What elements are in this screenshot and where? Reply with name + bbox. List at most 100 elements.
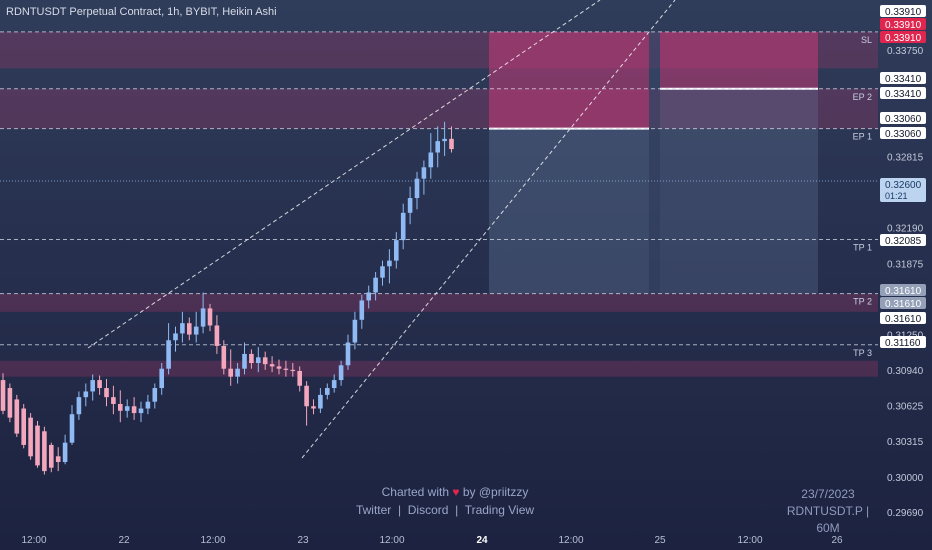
price-label-text: 0.33910 xyxy=(885,7,922,18)
price-label-text: 0.31610 xyxy=(885,299,922,310)
x-tick-label: 23 xyxy=(297,535,309,546)
price-label-box xyxy=(880,18,926,30)
x-tick-label: 25 xyxy=(654,535,666,546)
price-label-box xyxy=(880,72,926,84)
candle-body xyxy=(276,366,282,369)
candle-body xyxy=(207,308,213,326)
price-label-box xyxy=(880,234,926,246)
candle-body xyxy=(49,444,54,468)
candle-body xyxy=(394,240,399,261)
x-tick-label: 12:00 xyxy=(558,535,583,546)
candle-body xyxy=(187,323,192,335)
watermark-separator: | xyxy=(397,503,402,517)
zone-band xyxy=(0,360,878,377)
candle-body xyxy=(221,345,227,369)
candle-body xyxy=(118,403,123,411)
price-label-text: 0.32600 xyxy=(885,180,922,191)
candle-body xyxy=(131,406,137,414)
candle-body xyxy=(35,425,40,466)
candle-body xyxy=(90,380,95,392)
y-tick-label: 0.30315 xyxy=(887,437,924,448)
price-label-box xyxy=(880,87,926,99)
x-tick-label: 12:00 xyxy=(737,535,762,546)
y-tick-label: 0.31875 xyxy=(887,259,924,270)
level-label: TP 2 xyxy=(853,297,872,307)
candle-body xyxy=(283,368,289,370)
chart-title: RDNTUSDT Perpetual Contract, 1h, BYBIT, … xyxy=(6,6,277,18)
price-axis[interactable]: 0.337500.328150.321900.318750.312500.309… xyxy=(880,5,926,519)
candle-body xyxy=(200,308,206,327)
candles xyxy=(0,121,454,475)
target-box xyxy=(489,128,649,294)
y-tick-label: 0.33750 xyxy=(887,46,924,57)
candle-body xyxy=(414,178,420,199)
price-label-box xyxy=(880,297,926,309)
candle-body xyxy=(442,138,447,142)
zone-band xyxy=(0,88,878,129)
price-label-text: 0.33910 xyxy=(885,33,922,44)
watermark-links: Twitter | Discord | Trading View xyxy=(345,503,545,517)
candle-body xyxy=(311,406,316,409)
candle-body xyxy=(256,357,261,364)
candle-body xyxy=(166,340,171,369)
level-label: TP 1 xyxy=(853,243,872,253)
level-label: EP 1 xyxy=(853,132,872,142)
candle-body xyxy=(304,385,309,407)
candle-body xyxy=(97,380,102,389)
x-tick-label: 12:00 xyxy=(379,535,404,546)
y-tick-label: 0.30940 xyxy=(887,366,924,377)
symbol-info: 23/7/2023 RDNTUSDT.P | 60M xyxy=(778,486,878,537)
price-label-text: 0.32085 xyxy=(885,236,922,247)
candle-body xyxy=(387,260,392,267)
price-label-box xyxy=(880,336,926,348)
watermark-separator: | xyxy=(455,503,459,517)
candle-body xyxy=(69,414,75,443)
level-label: EP 2 xyxy=(853,92,872,102)
candle-body xyxy=(249,353,254,364)
level-label: TP 3 xyxy=(853,348,872,358)
candle-body xyxy=(42,431,47,472)
candle-body xyxy=(111,397,116,404)
info-date: 23/7/2023 xyxy=(801,487,855,501)
stop-loss-box xyxy=(489,31,649,129)
candle-body xyxy=(359,300,365,320)
price-label-countdown: 01:21 xyxy=(885,191,908,201)
candle-body xyxy=(180,323,185,334)
channel-upper-line xyxy=(87,0,601,349)
candle-body xyxy=(55,456,61,463)
time-axis[interactable]: 12:00 22 12:00 23 12:00 24 12:00 25 12:00 26 xyxy=(21,535,843,546)
gap-box xyxy=(649,31,660,294)
y-tick-label: 0.32190 xyxy=(887,224,924,235)
level-label: SL xyxy=(861,35,872,45)
watermark-author: by @priitzzy xyxy=(462,485,529,499)
candle-body xyxy=(138,408,144,414)
price-label-box xyxy=(880,312,926,324)
candle-body xyxy=(400,212,406,241)
info-symbol: RDNTUSDT.P | 60M xyxy=(786,504,870,535)
x-tick-label: 24 xyxy=(476,535,488,546)
heart-icon: ♥ xyxy=(452,485,460,499)
price-label-box xyxy=(880,112,926,124)
candle-body xyxy=(228,368,233,377)
candle-body xyxy=(0,380,6,411)
candle-body xyxy=(21,408,26,445)
watermark-credit: Charted with ♥ by @priitzzy xyxy=(360,485,550,499)
candle-body xyxy=(428,152,434,168)
candle-body xyxy=(124,406,130,411)
price-label-box xyxy=(880,5,926,17)
candle-body xyxy=(7,388,13,418)
price-label-text: 0.31160 xyxy=(885,338,921,349)
candle-body xyxy=(76,397,82,415)
price-label-box xyxy=(880,127,926,139)
price-label-box xyxy=(880,284,926,296)
candle-body xyxy=(421,167,427,179)
candle-body xyxy=(380,266,385,278)
candle-body xyxy=(318,394,323,409)
x-tick-label: 26 xyxy=(831,535,843,546)
y-tick-label: 0.30000 xyxy=(887,473,924,484)
zone-band xyxy=(0,293,878,312)
candle-body xyxy=(159,368,164,389)
x-tick-label: 12:00 xyxy=(200,535,225,546)
price-label-text: 0.33060 xyxy=(885,114,922,125)
